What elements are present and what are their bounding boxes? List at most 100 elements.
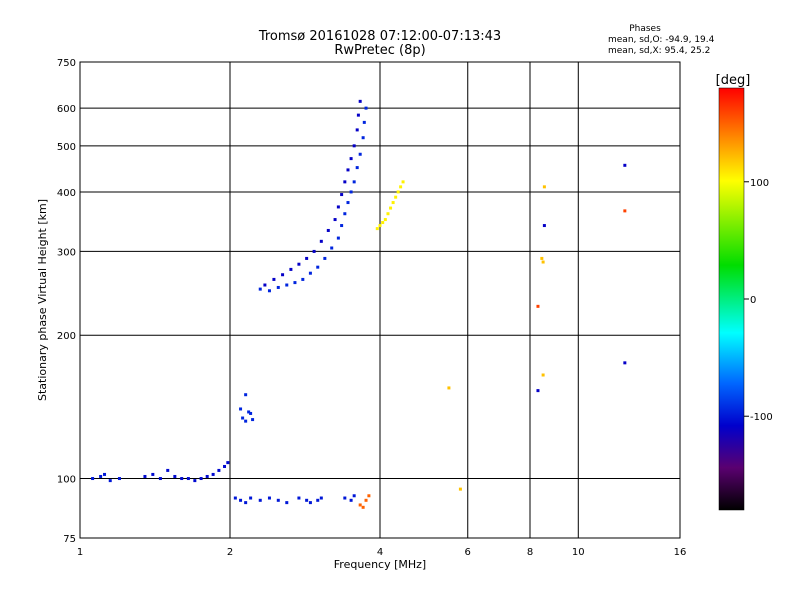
y-tick-label: 200 bbox=[57, 331, 76, 342]
data-point bbox=[301, 277, 305, 281]
data-point bbox=[239, 498, 243, 502]
colorbar-tick-label: 0 bbox=[750, 295, 756, 306]
y-tick-label: 75 bbox=[63, 534, 76, 545]
data-point bbox=[386, 212, 390, 216]
data-point bbox=[173, 474, 177, 478]
data-point bbox=[349, 190, 353, 194]
data-point bbox=[151, 472, 155, 476]
data-point bbox=[244, 393, 248, 397]
data-point bbox=[319, 496, 323, 500]
data-point bbox=[297, 496, 301, 500]
data-point bbox=[356, 113, 360, 117]
data-point bbox=[166, 468, 170, 472]
data-point bbox=[394, 195, 398, 199]
x-tick-label: 8 bbox=[527, 547, 533, 558]
data-point bbox=[158, 477, 162, 481]
data-point bbox=[285, 283, 289, 287]
y-tick-label: 300 bbox=[57, 247, 76, 258]
data-point bbox=[623, 163, 627, 167]
data-point bbox=[355, 166, 359, 170]
data-point bbox=[258, 287, 262, 291]
colorbar-tick-label: 100 bbox=[750, 178, 769, 189]
data-point bbox=[367, 494, 371, 498]
x-axis-label: Frequency [MHz] bbox=[334, 558, 426, 571]
data-point bbox=[333, 218, 337, 222]
data-point bbox=[375, 227, 379, 231]
data-point bbox=[276, 498, 280, 502]
data-point bbox=[346, 201, 350, 205]
data-point bbox=[349, 498, 353, 502]
data-point bbox=[263, 283, 267, 287]
data-point bbox=[226, 461, 230, 465]
data-point bbox=[542, 224, 546, 228]
data-point bbox=[383, 218, 387, 222]
data-point bbox=[364, 498, 368, 502]
data-point bbox=[91, 477, 95, 481]
data-point bbox=[378, 224, 382, 228]
data-point bbox=[249, 496, 253, 500]
data-point bbox=[193, 479, 197, 483]
data-point bbox=[117, 477, 121, 481]
data-point bbox=[542, 185, 546, 189]
data-point bbox=[352, 180, 356, 184]
colorbar-ticks: 100 0 -100 bbox=[744, 178, 773, 423]
data-point bbox=[541, 373, 545, 377]
data-point bbox=[343, 212, 347, 216]
data-point bbox=[391, 201, 395, 205]
data-point bbox=[536, 389, 540, 393]
data-point bbox=[205, 474, 209, 478]
y-axis-ticks: 75 100 200 300 400 500 600 750 bbox=[57, 58, 76, 545]
x-tick-label: 10 bbox=[572, 547, 585, 558]
data-point bbox=[276, 285, 280, 289]
data-point bbox=[358, 152, 362, 156]
data-point bbox=[364, 106, 368, 110]
x-tick-label: 1 bbox=[77, 547, 83, 558]
data-point bbox=[297, 262, 301, 266]
data-point bbox=[336, 236, 340, 240]
data-point bbox=[358, 99, 362, 103]
data-point bbox=[352, 144, 356, 148]
data-point bbox=[249, 411, 253, 415]
data-point bbox=[623, 209, 627, 213]
data-point bbox=[349, 157, 353, 161]
data-point bbox=[289, 267, 293, 271]
data-point bbox=[319, 239, 323, 243]
data-point bbox=[251, 418, 255, 422]
data-point bbox=[312, 249, 316, 253]
data-point bbox=[305, 498, 309, 502]
data-point bbox=[541, 260, 545, 264]
data-point bbox=[247, 410, 251, 414]
data-point bbox=[358, 503, 362, 507]
data-point bbox=[362, 120, 366, 124]
chart-title: Tromsø 20161028 07:12:00-07:13:43 bbox=[258, 29, 501, 44]
colorbar-tick-label: -100 bbox=[750, 412, 773, 423]
data-point bbox=[399, 185, 403, 189]
data-point bbox=[336, 205, 340, 209]
data-point bbox=[340, 193, 344, 197]
data-point bbox=[326, 228, 330, 232]
data-point bbox=[316, 498, 320, 502]
data-point bbox=[447, 386, 451, 390]
data-points bbox=[91, 99, 627, 509]
x-tick-label: 6 bbox=[465, 547, 471, 558]
data-point bbox=[361, 505, 365, 509]
data-point bbox=[267, 289, 271, 293]
y-tick-label: 750 bbox=[57, 58, 76, 69]
x-tick-label: 16 bbox=[674, 547, 687, 558]
data-point bbox=[316, 265, 320, 269]
y-tick-label: 500 bbox=[57, 142, 76, 153]
x-tick-label: 2 bbox=[227, 547, 233, 558]
data-point bbox=[103, 472, 107, 476]
data-point bbox=[281, 273, 285, 277]
data-point bbox=[108, 479, 112, 483]
data-point bbox=[217, 468, 221, 472]
data-point bbox=[308, 501, 312, 505]
data-point bbox=[241, 416, 245, 420]
data-point bbox=[244, 501, 248, 505]
data-point bbox=[343, 496, 347, 500]
data-point bbox=[401, 180, 405, 184]
data-point bbox=[199, 477, 203, 481]
data-point bbox=[211, 472, 215, 476]
data-point bbox=[305, 256, 309, 260]
y-tick-label: 600 bbox=[57, 104, 76, 115]
